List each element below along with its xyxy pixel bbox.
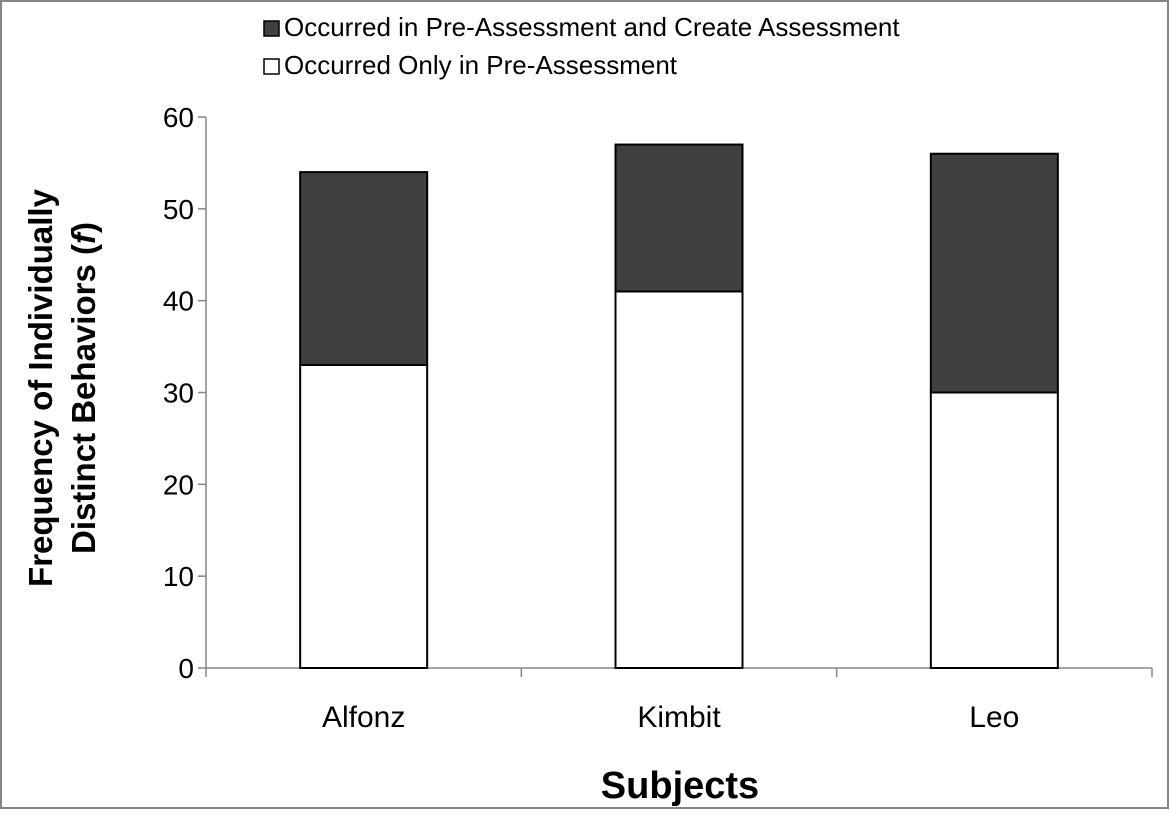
- y-axis: 0 10 20 30 40 50 60: [163, 102, 207, 684]
- y-tick-label: 0: [178, 653, 194, 684]
- bar-segment-pre-and-create: [614, 143, 744, 293]
- legend-label: Occurred in Pre-Assessment and Create As…: [284, 12, 900, 42]
- y-axis-label-line-2-end: ): [65, 222, 102, 233]
- y-tick-label: 20: [163, 469, 194, 500]
- bar-segment-pre-and-create: [299, 171, 429, 366]
- bars: [299, 143, 1059, 669]
- bar-segment-only-pre: [614, 290, 744, 669]
- y-tick-label: 50: [163, 194, 194, 225]
- y-axis-label-line-2: Distinct Behaviors (f): [65, 222, 102, 554]
- y-tick-label: 30: [163, 378, 194, 409]
- x-tick-label: Kimbit: [637, 701, 721, 734]
- bar-segment-only-pre: [299, 363, 429, 669]
- x-tick-label: Leo: [969, 701, 1019, 734]
- y-axis-label-line-2-italic: f: [65, 230, 102, 244]
- legend-swatch: [263, 20, 280, 37]
- y-axis-label-line-1: Frequency of Individually: [22, 188, 59, 587]
- x-tick-label: Alfonz: [322, 701, 405, 734]
- y-tick-label: 40: [163, 286, 194, 317]
- y-axis-label-line-2-main: Distinct Behaviors (: [65, 244, 102, 554]
- y-tick-label: 10: [163, 561, 194, 592]
- bar-segment-only-pre: [929, 391, 1059, 669]
- legend-label: Occurred Only in Pre-Assessment: [284, 50, 678, 80]
- y-tick-label: 60: [163, 102, 194, 133]
- bar-segment-pre-and-create: [929, 152, 1059, 394]
- x-axis-title: Subjects: [601, 765, 759, 807]
- legend-swatch: [263, 58, 280, 75]
- legend: Occurred in Pre-Assessment and Create As…: [263, 12, 900, 80]
